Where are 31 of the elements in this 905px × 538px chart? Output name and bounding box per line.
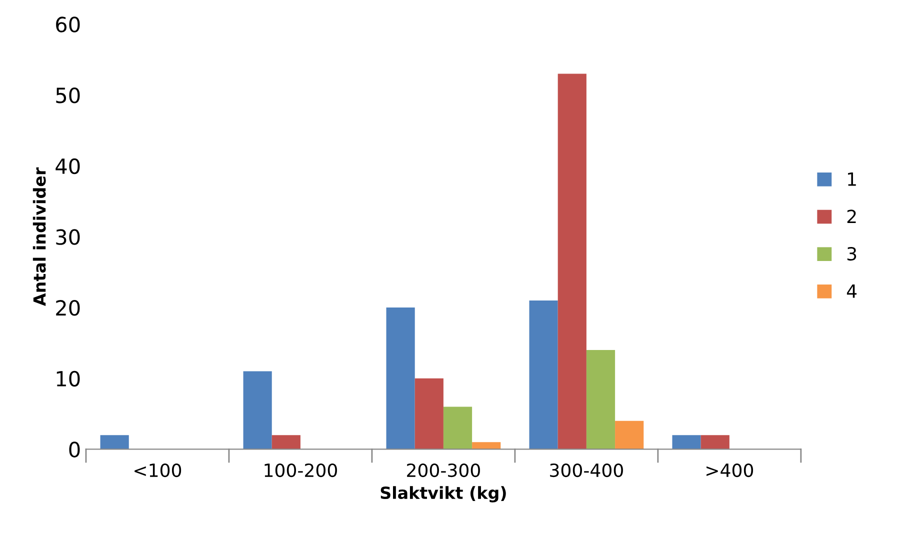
- y-tick-label: 30: [56, 229, 80, 245]
- y-tick-label: 60: [56, 16, 80, 32]
- bar: [443, 406, 472, 450]
- y-tick-label: 50: [56, 88, 80, 104]
- bar: [700, 435, 730, 450]
- x-tick-label: 300-400: [550, 463, 623, 478]
- legend-label: 4: [846, 284, 857, 298]
- y-tick-label: 20: [56, 300, 80, 316]
- bar: [615, 420, 644, 450]
- bar: [272, 435, 300, 450]
- y-tick-label: 40: [56, 158, 80, 174]
- legend-label: 3: [847, 246, 856, 261]
- bar: [586, 350, 616, 450]
- x-tick-label: >400: [706, 463, 754, 478]
- bar: [386, 308, 415, 450]
- bar: [529, 300, 558, 450]
- y-tick-label: 10: [56, 370, 80, 387]
- legend-label: 2: [847, 210, 856, 224]
- x-tick-label: 100-200: [264, 463, 337, 478]
- legend-label: 1: [848, 172, 856, 186]
- bar: [414, 378, 444, 450]
- bar: [558, 74, 586, 450]
- bar: [243, 371, 272, 450]
- x-axis-title: Slaktvikt (kg): [380, 486, 506, 502]
- y-tick-label: 0: [69, 442, 80, 458]
- bar: [100, 435, 129, 450]
- bar: [472, 442, 501, 450]
- y-axis-title: Antal individer: [32, 167, 46, 306]
- x-tick-label: 200-300: [407, 463, 480, 478]
- x-tick-label: <100: [134, 463, 182, 478]
- bar: [672, 435, 701, 450]
